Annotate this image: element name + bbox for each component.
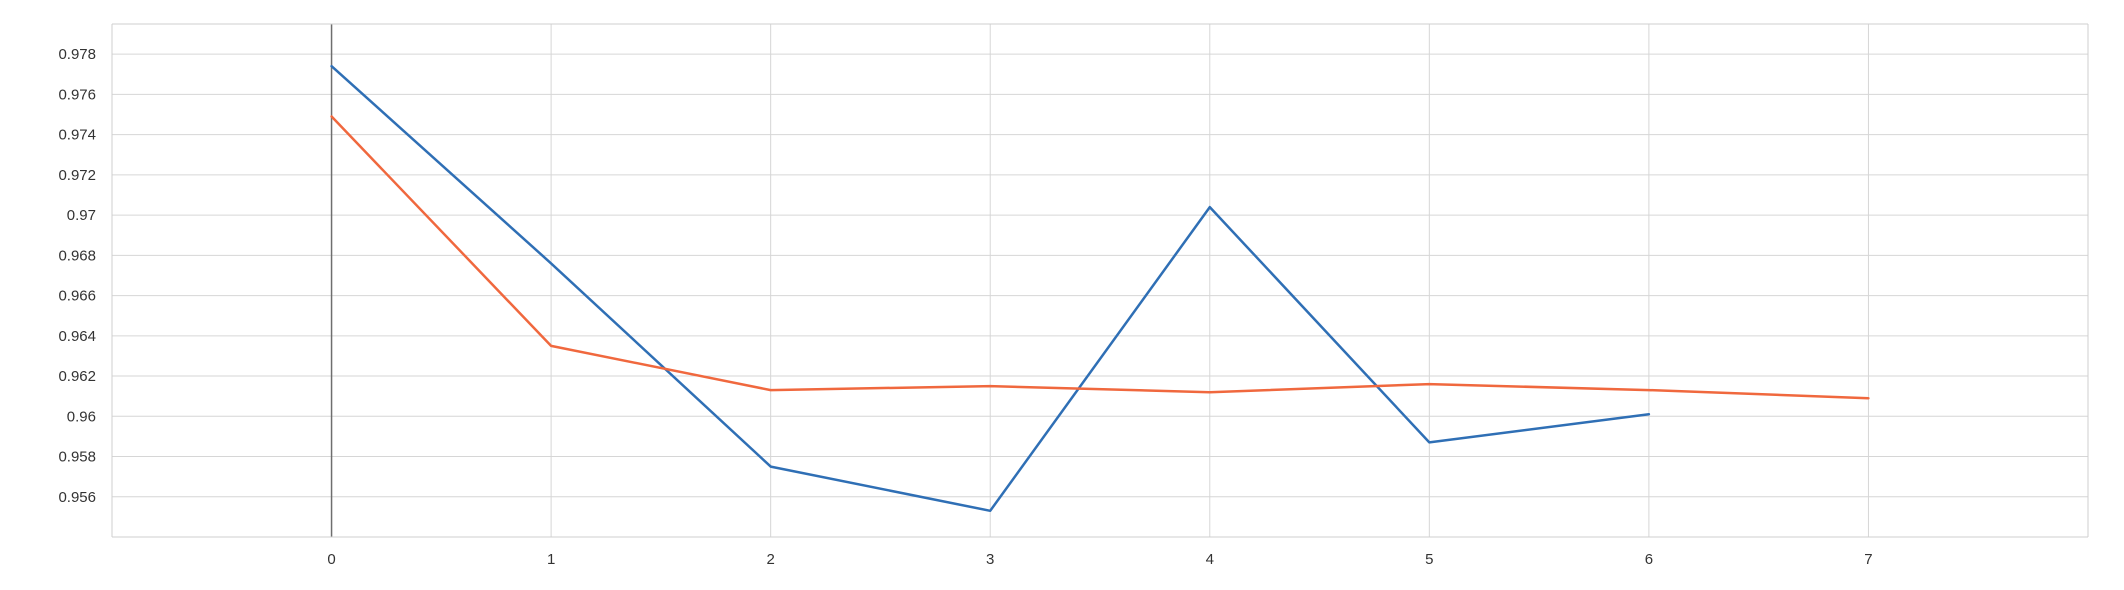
x-tick-label: 6 <box>1645 551 1653 568</box>
y-tick-label: 0.978 <box>58 46 96 63</box>
y-tick-label: 0.968 <box>58 247 96 264</box>
y-tick-label: 0.96 <box>67 408 96 425</box>
y-tick-label: 0.958 <box>58 449 96 466</box>
y-tick-label: 0.956 <box>58 489 96 506</box>
y-tick-label: 0.962 <box>58 368 96 385</box>
x-tick-label: 1 <box>547 551 555 568</box>
grid <box>112 24 2088 537</box>
series-line-2 <box>330 115 1870 400</box>
series-layer <box>330 64 1870 513</box>
x-tick-label: 5 <box>1425 551 1433 568</box>
axes <box>111 23 2089 538</box>
x-tick-label: 7 <box>1864 551 1872 568</box>
x-tick-label: 0 <box>327 551 335 568</box>
series-line-1 <box>330 64 1651 513</box>
x-tick-label: 4 <box>1206 551 1214 568</box>
y-tick-label: 0.976 <box>58 86 96 103</box>
x-tick-label: 2 <box>766 551 774 568</box>
x-tick-label: 3 <box>986 551 994 568</box>
y-tick-label: 0.97 <box>67 207 96 224</box>
y-tick-label: 0.974 <box>58 127 96 144</box>
y-tick-label: 0.964 <box>58 328 96 345</box>
tick-labels: 0.956 0.958 0.96 0.962 0.964 0.966 0.968 0.97 0.… <box>58 46 1872 568</box>
y-tick-label: 0.972 <box>58 167 96 184</box>
y-tick-label: 0.966 <box>58 288 96 305</box>
